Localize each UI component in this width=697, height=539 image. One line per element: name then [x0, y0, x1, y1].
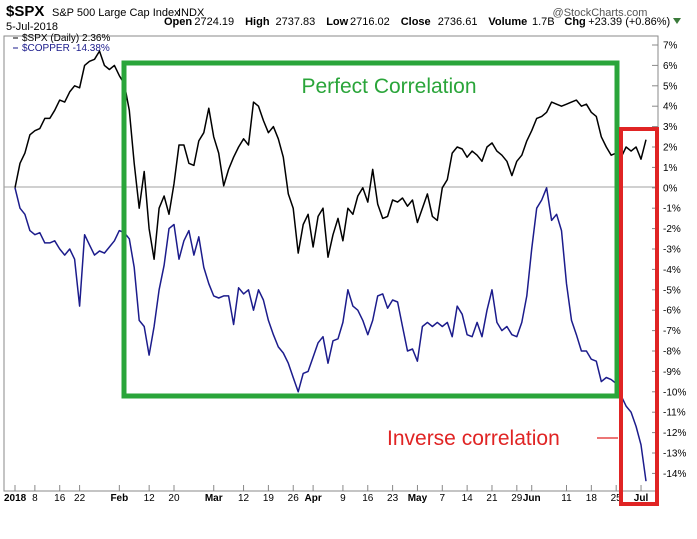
y-tick-label: -8% — [663, 347, 681, 358]
quote-value: 2716.02 — [350, 16, 390, 28]
x-tick-label: 29 — [511, 493, 523, 504]
x-tick-label: 9 — [340, 493, 346, 504]
x-tick-label: 11 — [561, 493, 572, 504]
quote-value: 1.7B — [532, 16, 555, 28]
x-tick-label: 18 — [586, 493, 598, 504]
header-brand: @StockCharts.com — [553, 7, 648, 19]
copper-series-line — [14, 187, 647, 482]
legend-label-copper: $COPPER -14.38% — [22, 43, 110, 54]
x-tick-label: May — [408, 493, 428, 504]
quote-label: Close — [401, 16, 431, 28]
y-tick-label: -6% — [663, 306, 681, 317]
x-tick-label: Apr — [304, 493, 321, 504]
x-tick-label: 26 — [288, 493, 300, 504]
y-tick-label: 7% — [663, 41, 678, 52]
quote-label: Chg — [564, 16, 585, 28]
y-tick-label: 0% — [663, 183, 678, 194]
header-date: 5-Jul-2018 — [6, 21, 58, 33]
x-tick-label: Mar — [205, 493, 223, 504]
header-quote-row: Open 2724.19 High 2737.83 Low 2716.02 Close 273… — [164, 16, 670, 28]
quote-label: Low — [326, 16, 348, 28]
x-tick-label: 20 — [168, 493, 180, 504]
y-tick-label: 4% — [663, 102, 678, 113]
x-axis: 2018 8 16 22 Feb 12 20 Mar 12 19 26 Apr 9 16 23 May 7 14 2… — [4, 485, 648, 504]
x-tick-label: 23 — [387, 493, 399, 504]
x-tick-label: 22 — [74, 493, 86, 504]
x-tick-label: 19 — [263, 493, 275, 504]
quote-value: 2736.61 — [438, 16, 478, 28]
inverse-correlation-box — [619, 127, 659, 506]
y-tick-label: -14% — [663, 469, 686, 480]
x-tick-label: 7 — [440, 493, 446, 504]
plot-frame — [3, 35, 659, 492]
x-tick-label: 25 — [611, 493, 623, 504]
y-tick-label: -9% — [663, 367, 681, 378]
y-tick-label: -4% — [663, 265, 681, 276]
y-tick-label: 6% — [663, 61, 678, 72]
header-ticker: $SPX — [6, 3, 44, 20]
y-tick-label: -1% — [663, 204, 681, 215]
quote-label: Volume — [488, 16, 527, 28]
x-tick-label: 2018 — [4, 493, 27, 504]
legend-label-spx: $SPX (Daily) 2.36% — [22, 33, 110, 44]
header-exchange: INDX — [178, 7, 205, 19]
x-tick-label: 8 — [32, 493, 38, 504]
quote-value: +23.39 (+0.86%) — [588, 16, 670, 28]
header-index-name: S&P 500 Large Cap Index — [52, 7, 180, 19]
y-tick-label: -11% — [663, 408, 686, 419]
x-tick-label: 21 — [486, 493, 498, 504]
x-tick-label: 14 — [462, 493, 474, 504]
x-tick-label: Jun — [523, 493, 541, 504]
spx-series-line — [14, 50, 647, 260]
x-tick-label: 12 — [238, 493, 250, 504]
y-tick-label: 3% — [663, 122, 678, 133]
y-tick-label: 1% — [663, 163, 678, 174]
y-tick-label: -5% — [663, 285, 681, 296]
perfect-correlation-box — [121, 60, 620, 399]
y-tick-label: -7% — [663, 326, 681, 337]
quote-label: High — [245, 16, 270, 28]
quote-value: 2737.83 — [276, 16, 316, 28]
perfect-correlation-label: Perfect Correlation — [301, 75, 476, 98]
x-tick-label: 16 — [54, 493, 66, 504]
y-tick-label: 2% — [663, 143, 678, 154]
y-tick-label: -13% — [663, 449, 686, 460]
y-tick-label: -2% — [663, 224, 681, 235]
x-tick-label: Feb — [110, 493, 128, 504]
y-tick-label: -10% — [663, 387, 686, 398]
legend: $SPX (Daily) 2.36% $COPPER -14.38% — [13, 33, 110, 54]
x-tick-label: 16 — [362, 493, 374, 504]
series-layer — [14, 50, 647, 482]
x-tick-label: 12 — [144, 493, 156, 504]
x-tick-label: Jul — [634, 493, 649, 504]
y-tick-label: -3% — [663, 245, 681, 256]
quote-label: Open — [164, 16, 192, 28]
inverse-correlation-label: Inverse correlation — [387, 427, 560, 450]
menu-arrow-icon[interactable] — [673, 18, 681, 24]
quote-value: 2724.19 — [194, 16, 234, 28]
y-tick-label: -12% — [663, 428, 686, 439]
y-tick-label: 5% — [663, 81, 678, 92]
